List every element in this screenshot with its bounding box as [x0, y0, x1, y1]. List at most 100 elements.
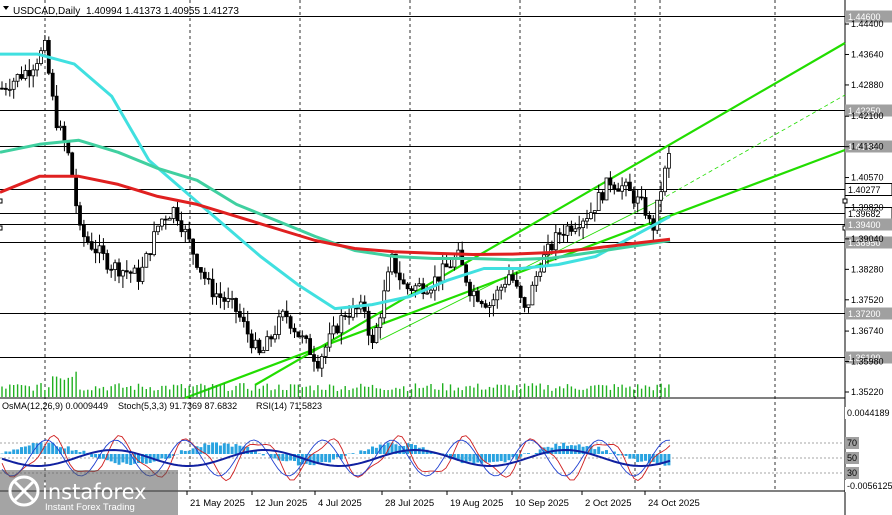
osma-bar — [328, 454, 332, 463]
candle-body — [210, 278, 215, 298]
candle-body — [292, 327, 297, 333]
grid-lines — [44, 0, 776, 491]
y-tick-label: 1.38280 — [851, 264, 884, 274]
osma-bar — [464, 454, 468, 464]
candle-body — [273, 334, 277, 340]
stoch-signal-line — [1, 434, 671, 482]
osma-bar — [659, 454, 663, 463]
price-level-label: 1.42250 — [848, 106, 881, 116]
osma-bar — [640, 454, 644, 462]
osma-bar — [82, 450, 86, 454]
y-tick-label: 1.36740 — [851, 326, 884, 336]
candle-body — [659, 191, 663, 201]
osma-bar — [51, 442, 55, 454]
candle-body — [39, 50, 43, 65]
candle-body — [113, 262, 117, 270]
x-tick-label: 10 Sep 2025 — [515, 498, 569, 509]
osma-bar — [78, 452, 82, 454]
candle-body — [534, 276, 539, 286]
candle-body — [85, 236, 90, 242]
osma-bar — [628, 454, 632, 459]
osma-bar — [538, 449, 542, 454]
candle-body — [187, 228, 192, 240]
rsi-line — [1, 448, 671, 468]
osma-bar — [406, 443, 410, 454]
osma-bar — [250, 450, 254, 454]
y-tick-label: 1.42880 — [851, 80, 884, 90]
candle-body — [7, 88, 12, 91]
ohlc-values: 1.40994 1.41373 1.40955 1.41273 — [86, 6, 239, 17]
osma-bar — [16, 449, 20, 454]
osma-bar — [183, 450, 187, 454]
candle-body — [573, 228, 578, 232]
price-level-tag — [845, 351, 892, 364]
osma-bar — [476, 454, 480, 463]
osma-bar — [20, 447, 23, 454]
osma-bar — [546, 446, 550, 454]
osma-bar — [109, 454, 113, 462]
osma-bar — [129, 454, 133, 466]
price-level-label: 1.41350 — [848, 142, 881, 152]
osma-bar — [101, 454, 105, 459]
price-level-label: 1.38950 — [848, 238, 881, 248]
candle-body — [218, 293, 223, 298]
candle-body — [331, 325, 336, 335]
candle-body — [592, 210, 597, 214]
osma-bar — [589, 445, 593, 454]
brand-tagline: Instant Forex Trading — [45, 502, 135, 513]
candle-body — [647, 214, 652, 220]
candle-body — [265, 336, 270, 351]
candle-body — [128, 271, 133, 274]
osma-bar — [460, 454, 464, 464]
candle-body — [11, 80, 16, 90]
candle-body — [667, 153, 671, 169]
level-marker — [842, 198, 848, 204]
candle-body — [335, 325, 340, 334]
osma-bar — [647, 454, 651, 464]
osma-bar — [363, 451, 367, 454]
osma-bar — [655, 454, 659, 464]
candle-body — [124, 270, 129, 273]
osma-bar — [254, 450, 257, 454]
osma-bar — [620, 454, 624, 456]
osma-bar — [160, 454, 164, 459]
candle-body — [241, 316, 246, 322]
osma-bar — [70, 450, 74, 454]
candle-body — [612, 184, 617, 190]
candle-body — [624, 181, 628, 187]
price-level-tag — [845, 236, 892, 249]
candle-body — [253, 339, 258, 349]
osma-bar — [351, 453, 355, 454]
osma-bar — [191, 448, 195, 454]
osma-bar — [281, 454, 285, 461]
osma-bar — [562, 442, 566, 454]
candle-body — [413, 285, 418, 292]
osma-bar — [39, 442, 43, 454]
y-tick-label: 1.35980 — [851, 357, 884, 367]
candle-body — [245, 321, 250, 335]
osma-bar — [624, 454, 628, 456]
candle-body — [643, 197, 648, 216]
x-tick-label: 24 Oct 2025 — [648, 498, 700, 509]
osma-bar — [452, 454, 456, 458]
osma-bar — [164, 454, 168, 459]
osma-bar — [511, 454, 515, 458]
candle-body — [417, 283, 422, 287]
candle-body — [179, 220, 184, 233]
price-level-tag — [845, 140, 892, 153]
y-tick-label: 1.35220 — [851, 387, 884, 397]
osma-bar — [238, 445, 242, 454]
candle-body — [195, 253, 199, 268]
osma-bar — [488, 454, 491, 463]
candle-body — [58, 125, 63, 129]
channel-mid-extension — [659, 94, 846, 201]
price-level-label: 1.39682 — [848, 209, 881, 219]
indicator-tag — [845, 452, 859, 464]
level-marker — [0, 225, 3, 231]
candle-body — [121, 270, 125, 277]
candle-body — [561, 233, 566, 236]
osma-bar — [296, 454, 300, 466]
candle-body — [97, 245, 102, 254]
osma-bar — [534, 452, 538, 454]
